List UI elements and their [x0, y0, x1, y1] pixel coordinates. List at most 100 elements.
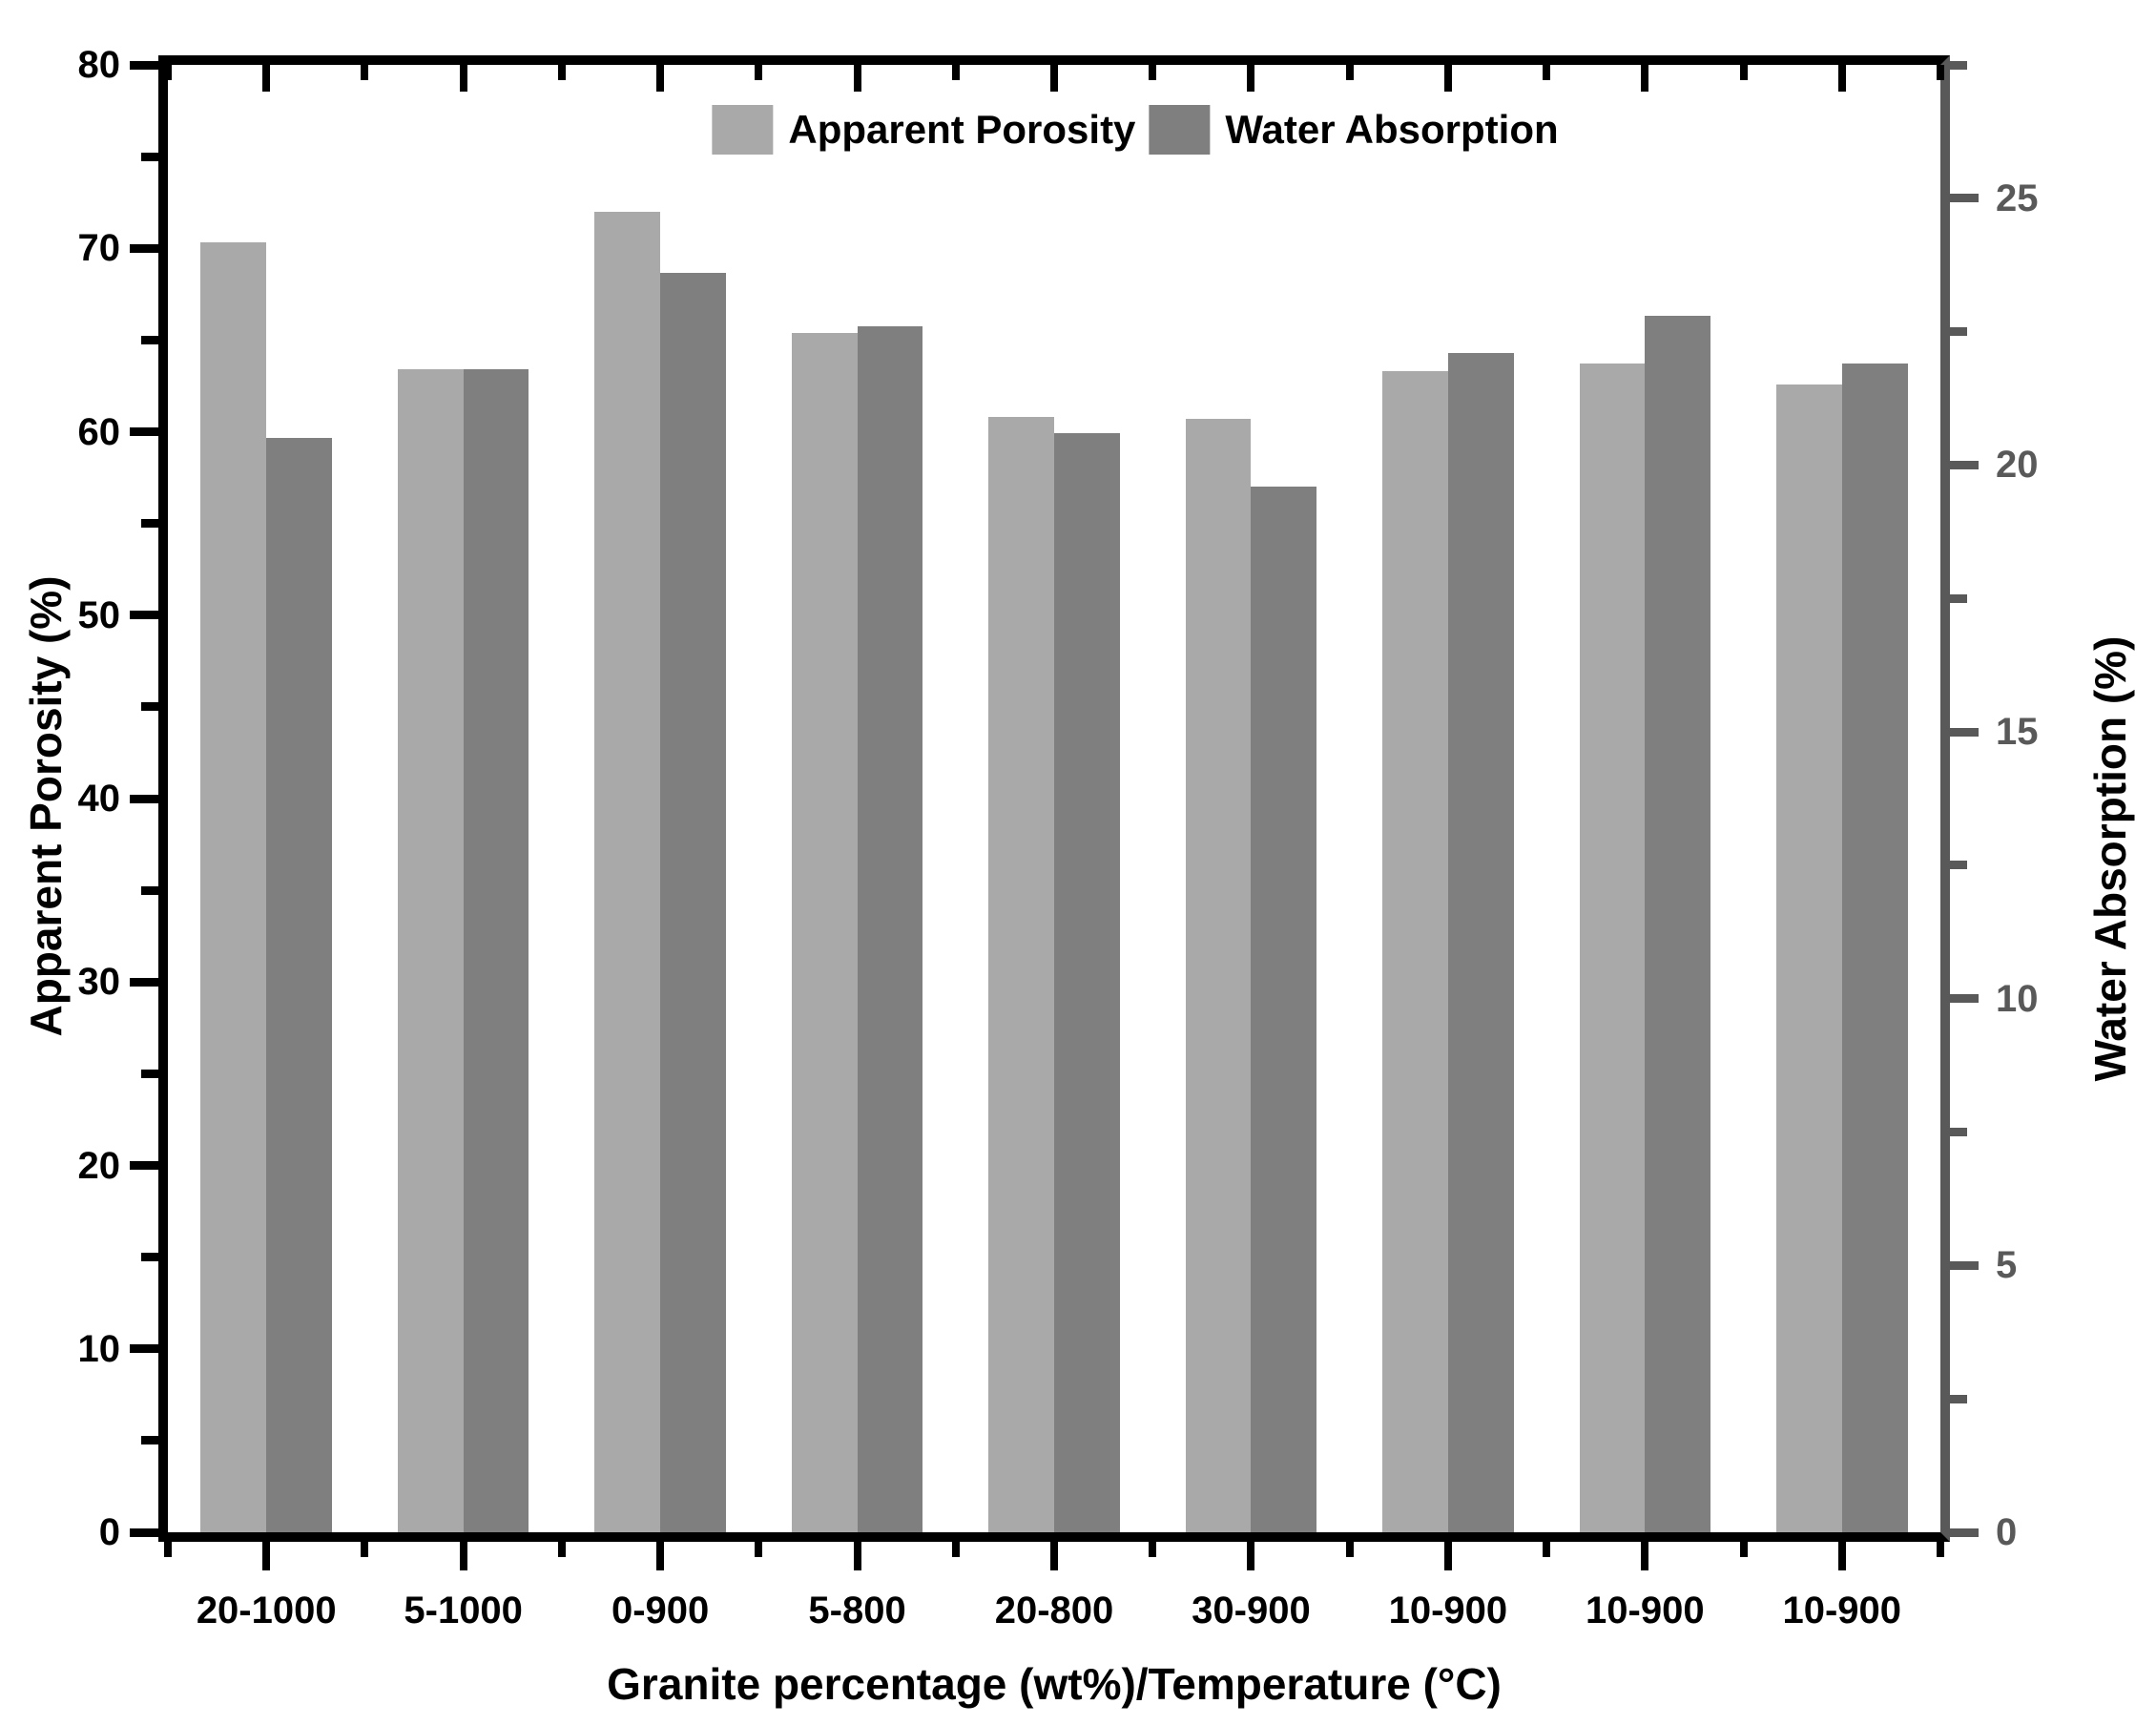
y-left-major-tick: [130, 1344, 158, 1354]
y-left-tick-label: 30: [77, 961, 121, 1004]
y-left-minor-tick: [141, 702, 158, 712]
y-left-major-tick: [130, 1161, 158, 1170]
bar-water-absorption-5: [1251, 486, 1317, 1532]
y-left-major-tick: [130, 60, 158, 70]
y-right-tick-label: 20: [1996, 444, 2039, 487]
y-right-major-tick: [1950, 727, 1979, 737]
y-right-major-tick: [1950, 994, 1979, 1004]
x-bottom-major-tick: [1247, 1542, 1255, 1570]
y-right-major-tick: [1950, 1528, 1979, 1537]
y-left-minor-tick: [141, 335, 158, 344]
x-top-major-tick: [1247, 65, 1255, 92]
bar-apparent-porosity-2: [594, 211, 661, 1532]
y-right-minor-tick: [1950, 327, 1967, 337]
y-right-major-tick: [1950, 194, 1979, 203]
bar-apparent-porosity-0: [200, 242, 267, 1532]
x-tick-label: 5-1000: [404, 1590, 523, 1631]
x-bottom-major-tick: [853, 1542, 861, 1570]
x-bottom-minor-tick: [1543, 1542, 1551, 1557]
x-top-minor-tick: [1543, 65, 1551, 80]
bar-apparent-porosity-1: [397, 369, 464, 1532]
x-top-minor-tick: [164, 65, 172, 80]
bar-apparent-porosity-7: [1579, 364, 1646, 1532]
y-left-minor-tick: [141, 1436, 158, 1445]
y-right-minor-tick: [1950, 1394, 1967, 1403]
y-right-tick-label: 25: [1996, 177, 2039, 219]
y-left-tick-label: 40: [77, 778, 121, 820]
left-axis-title: Apparent Porosity (%): [21, 575, 71, 1037]
y-right-major-tick: [1950, 1260, 1979, 1270]
bar-apparent-porosity-6: [1382, 371, 1448, 1532]
x-bottom-minor-tick: [361, 1542, 369, 1557]
legend: Apparent Porosity Water Absorption: [712, 105, 1559, 155]
x-tick-label: 5-800: [808, 1590, 906, 1631]
bar-apparent-porosity-8: [1775, 384, 1842, 1532]
bar-water-absorption-8: [1841, 364, 1908, 1532]
y-left-tick-label: 60: [77, 410, 121, 453]
y-right-major-tick: [1950, 460, 1979, 469]
y-left-tick-label: 50: [77, 593, 121, 636]
x-top-minor-tick: [1739, 65, 1748, 80]
x-top-minor-tick: [951, 65, 960, 80]
bar-water-absorption-7: [1645, 315, 1711, 1532]
y-right-minor-tick: [1950, 1128, 1967, 1137]
x-top-minor-tick: [755, 65, 763, 80]
y-left-tick-label: 70: [77, 227, 121, 270]
y-left-minor-tick: [141, 885, 158, 895]
bar-water-absorption-0: [266, 438, 333, 1532]
x-bottom-minor-tick: [557, 1542, 566, 1557]
x-top-minor-tick: [1149, 65, 1157, 80]
y-left-minor-tick: [141, 519, 158, 529]
x-bottom-minor-tick: [1345, 1542, 1354, 1557]
x-bottom-major-tick: [1050, 1542, 1058, 1570]
bar-apparent-porosity-4: [988, 417, 1054, 1532]
x-tick-label: 0-900: [611, 1590, 710, 1631]
x-bottom-minor-tick: [1937, 1542, 1944, 1557]
x-bottom-minor-tick: [164, 1542, 172, 1557]
legend-entry-apparent-porosity: Apparent Porosity: [712, 105, 1135, 155]
right-axis-title: Water Absorption (%): [2085, 635, 2135, 1082]
y-left-major-tick: [130, 243, 158, 253]
legend-label-apparent-porosity: Apparent Porosity: [788, 107, 1136, 152]
legend-swatch-water-absorption: [1149, 105, 1211, 155]
x-bottom-minor-tick: [1739, 1542, 1748, 1557]
x-tick-label: 20-1000: [196, 1590, 337, 1631]
x-bottom-major-tick: [262, 1542, 271, 1570]
y-left-tick-label: 80: [77, 44, 121, 86]
x-bottom-major-tick: [459, 1542, 467, 1570]
x-top-major-tick: [853, 65, 861, 92]
legend-label-water-absorption: Water Absorption: [1225, 107, 1559, 152]
y-right-tick-label: 0: [1996, 1511, 2018, 1553]
legend-entry-water-absorption: Water Absorption: [1149, 105, 1559, 155]
y-left-minor-tick: [141, 152, 158, 161]
y-right-minor-tick: [1950, 593, 1967, 603]
x-top-major-tick: [1641, 65, 1649, 92]
x-top-major-tick: [262, 65, 271, 92]
x-top-minor-tick: [361, 65, 369, 80]
x-bottom-major-tick: [656, 1542, 665, 1570]
bar-apparent-porosity-5: [1185, 419, 1252, 1532]
y-left-minor-tick: [141, 1253, 158, 1262]
y-right-tick-label: 5: [1996, 1244, 2018, 1287]
y-left-major-tick: [130, 611, 158, 620]
x-bottom-major-tick: [1837, 1542, 1846, 1570]
y-left-tick-label: 0: [98, 1511, 120, 1553]
x-top-major-tick: [1050, 65, 1058, 92]
y-right-tick-label: 10: [1996, 977, 2039, 1020]
x-bottom-major-tick: [1443, 1542, 1452, 1570]
bar-water-absorption-3: [857, 326, 923, 1532]
bar-water-absorption-6: [1447, 353, 1514, 1532]
bar-water-absorption-1: [463, 368, 529, 1532]
x-axis-title: Granite percentage (wt%)/Temperature (°C…: [607, 1659, 1502, 1709]
x-bottom-minor-tick: [755, 1542, 763, 1557]
x-bottom-major-tick: [1641, 1542, 1649, 1570]
x-top-minor-tick: [1937, 65, 1944, 80]
y-right-tick-label: 15: [1996, 711, 2039, 754]
x-tick-label: 20-800: [994, 1590, 1114, 1631]
y-left-major-tick: [130, 794, 158, 803]
bar-apparent-porosity-3: [791, 332, 858, 1532]
y-left-tick-label: 10: [77, 1327, 121, 1370]
y-right-minor-tick: [1950, 60, 1967, 70]
x-tick-label: 30-900: [1192, 1590, 1311, 1631]
